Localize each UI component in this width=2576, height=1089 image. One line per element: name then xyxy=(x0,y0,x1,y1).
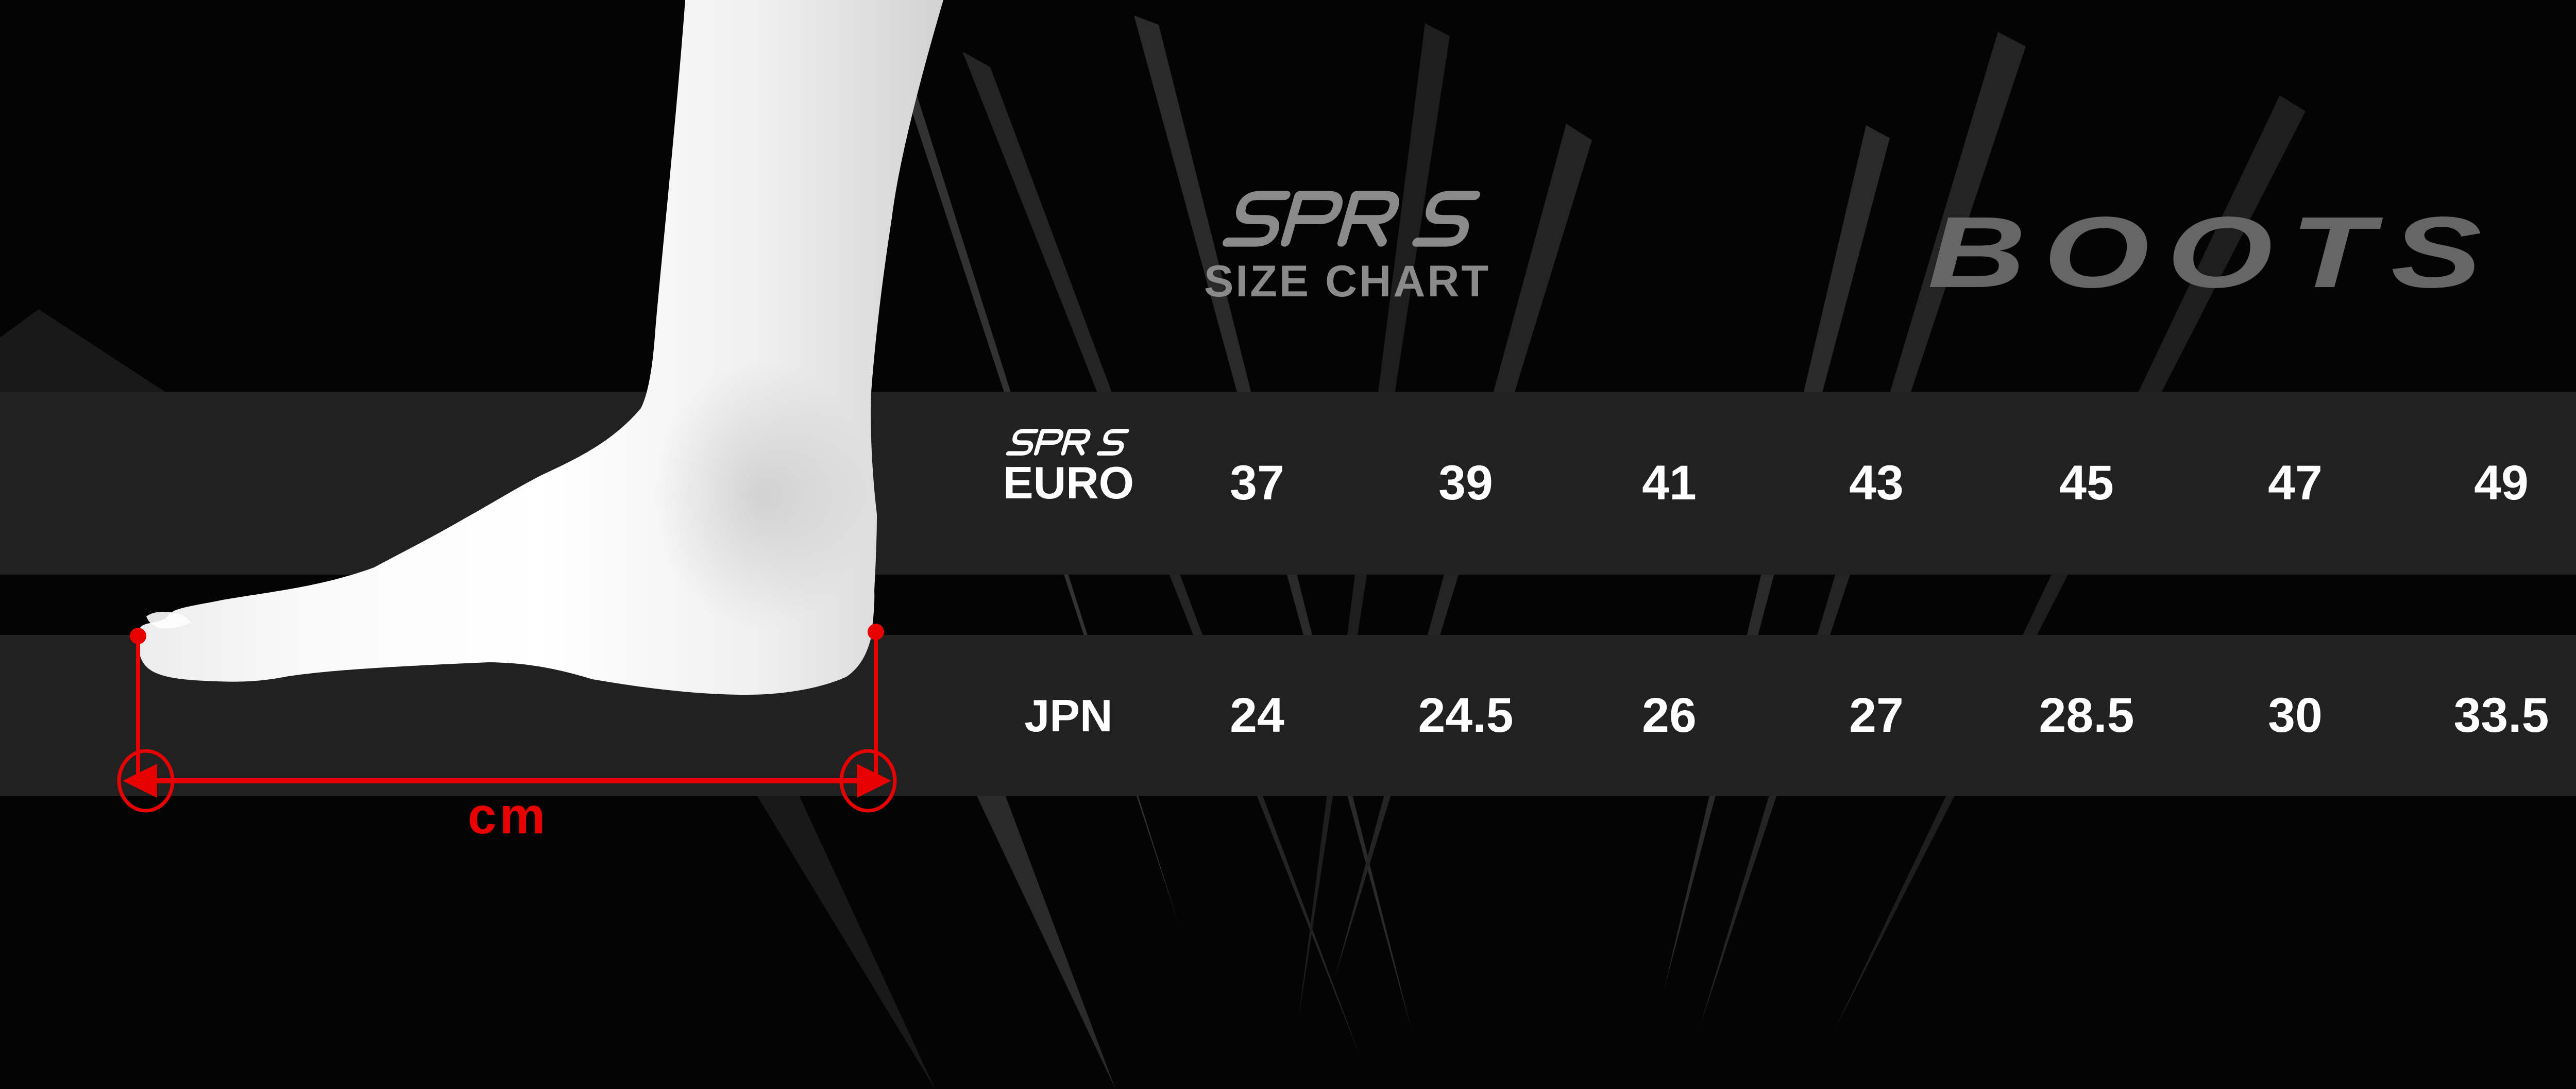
page-title: SIZE CHART xyxy=(1204,257,1490,306)
euro-size-value: 41 xyxy=(1642,456,1697,510)
euro-size-value: 45 xyxy=(2059,456,2114,510)
sprs-logo-small-icon xyxy=(1006,429,1129,456)
euro-size-value: 47 xyxy=(2268,456,2323,510)
jpn-size-value: 30 xyxy=(2268,688,2323,743)
row-label-euro: EURO xyxy=(1003,457,1134,508)
sprs-logo-icon xyxy=(1223,191,1480,247)
euro-size-value: 39 xyxy=(1438,456,1493,510)
jpn-size-value: 27 xyxy=(1849,688,1904,743)
spike-shape xyxy=(966,773,1115,1089)
euro-size-value: 49 xyxy=(2474,456,2529,510)
spike-shape xyxy=(0,309,165,392)
measure-unit-label: cm xyxy=(467,787,549,845)
euro-size-value: 43 xyxy=(1849,456,1904,510)
euro-size-value: 37 xyxy=(1230,456,1284,510)
jpn-size-value: 28.5 xyxy=(2039,688,2134,743)
jpn-size-value: 24 xyxy=(1230,688,1284,743)
row-label-jpn: JPN xyxy=(1024,690,1113,741)
spike-shape xyxy=(750,783,935,1089)
collection-title: BOOTS xyxy=(1927,196,2499,309)
jpn-size-value: 26 xyxy=(1642,688,1697,743)
jpn-size-value: 33.5 xyxy=(2453,688,2549,743)
jpn-size-value: 24.5 xyxy=(1418,688,1514,743)
